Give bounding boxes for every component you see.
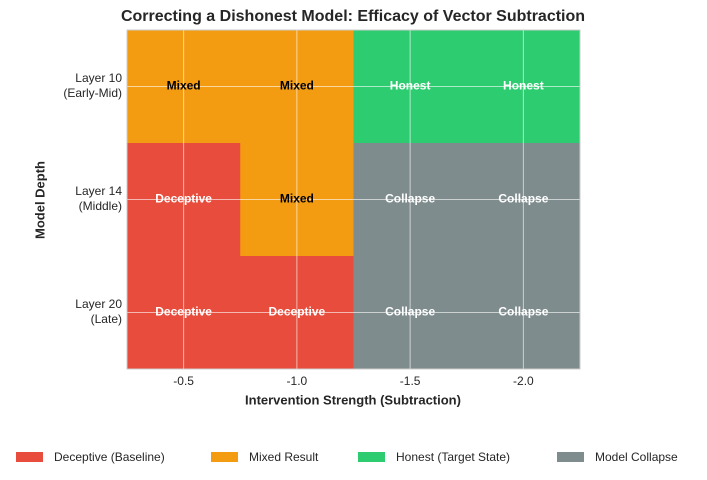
y-tick-label: (Middle) bbox=[79, 199, 122, 213]
y-tick-label: (Late) bbox=[91, 312, 122, 326]
legend-label: Model Collapse bbox=[595, 450, 678, 464]
cell-label: Collapse bbox=[498, 192, 548, 206]
legend-swatch bbox=[211, 452, 238, 462]
cell-label: Honest bbox=[503, 79, 544, 93]
legend-label: Mixed Result bbox=[249, 450, 319, 464]
plot-frame bbox=[126, 29, 581, 370]
y-tick-label: Layer 14 bbox=[75, 184, 122, 198]
x-tick-label: -1.5 bbox=[400, 374, 421, 388]
x-tick-label: -2.0 bbox=[513, 374, 534, 388]
cell-label: Deceptive bbox=[155, 305, 212, 319]
y-axis-label: Model Depth bbox=[32, 161, 47, 239]
legend-label: Honest (Target State) bbox=[396, 450, 510, 464]
y-tick-label: (Early-Mid) bbox=[63, 86, 122, 100]
x-tick-label: -1.0 bbox=[287, 374, 308, 388]
x-axis-label: Intervention Strength (Subtraction) bbox=[245, 392, 461, 407]
cell-label: Collapse bbox=[385, 305, 435, 319]
cell-label: Honest bbox=[390, 79, 431, 93]
y-tick-label: Layer 20 bbox=[75, 297, 122, 311]
legend-swatch bbox=[557, 452, 584, 462]
cell-label: Deceptive bbox=[269, 305, 326, 319]
legend-label: Deceptive (Baseline) bbox=[54, 450, 165, 464]
legend-swatch bbox=[16, 452, 43, 462]
cell-label: Mixed bbox=[280, 192, 314, 206]
cell-label: Collapse bbox=[385, 192, 435, 206]
chart-title: Correcting a Dishonest Model: Efficacy o… bbox=[121, 8, 585, 25]
y-tick-label: Layer 10 bbox=[75, 71, 122, 85]
cell-label: Deceptive bbox=[155, 192, 212, 206]
cell-label: Collapse bbox=[498, 305, 548, 319]
cell-label: Mixed bbox=[167, 79, 201, 93]
x-tick-label: -0.5 bbox=[173, 374, 194, 388]
cell-label: Mixed bbox=[280, 79, 314, 93]
legend-swatch bbox=[358, 452, 385, 462]
